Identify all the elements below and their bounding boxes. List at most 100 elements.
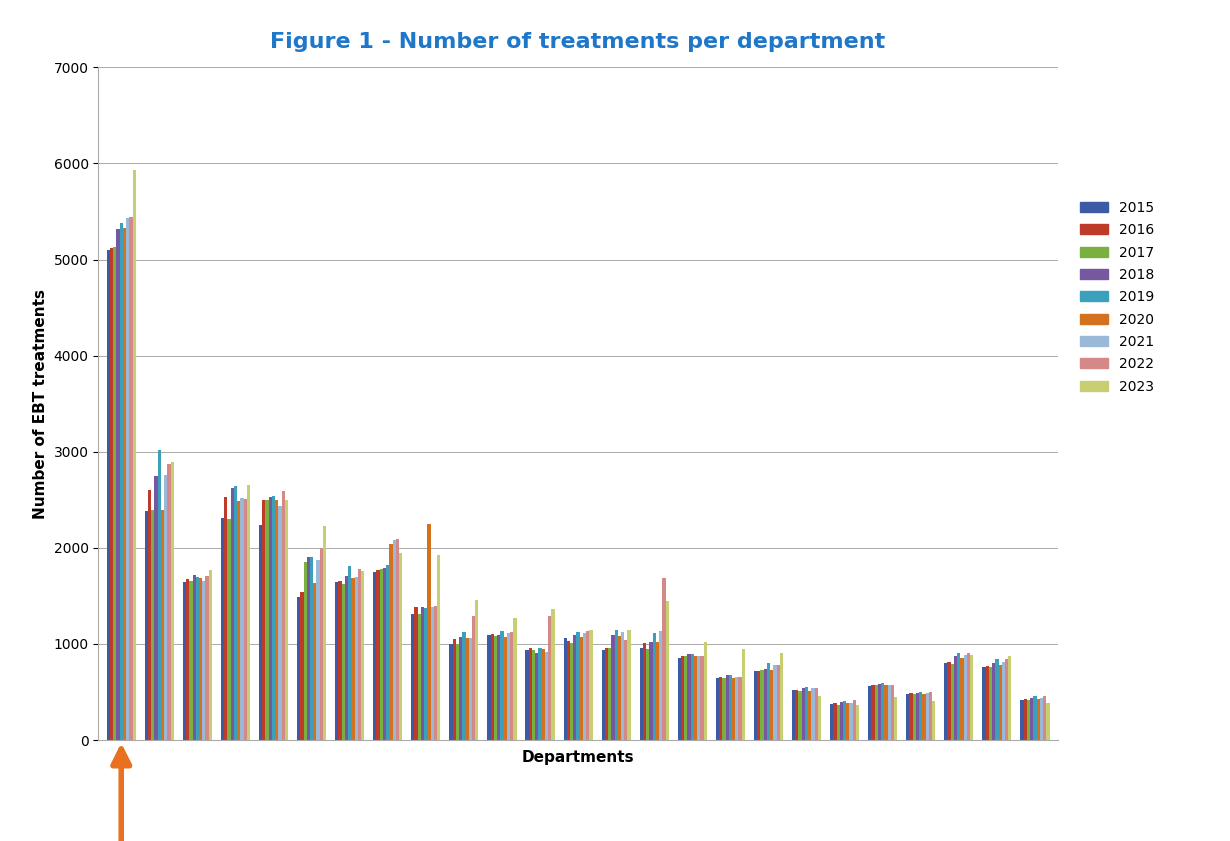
Bar — [780, 653, 784, 740]
Bar — [985, 666, 989, 740]
Bar — [1039, 698, 1043, 740]
Bar — [919, 692, 922, 740]
Bar — [684, 657, 688, 740]
Bar — [157, 450, 161, 740]
Bar — [569, 643, 573, 740]
Bar — [1030, 698, 1033, 740]
Bar — [459, 637, 462, 740]
Bar — [688, 653, 691, 740]
Bar — [167, 464, 171, 740]
Bar — [260, 525, 262, 740]
Bar — [970, 654, 973, 740]
Bar — [589, 630, 593, 740]
Bar — [1027, 700, 1030, 740]
Bar — [304, 563, 306, 740]
Bar — [573, 635, 577, 740]
Bar — [954, 657, 957, 740]
Bar — [133, 170, 135, 740]
Bar — [358, 569, 360, 740]
Bar — [541, 648, 545, 740]
Bar — [615, 630, 617, 740]
Bar — [354, 577, 358, 740]
Bar — [161, 510, 164, 740]
Bar — [716, 678, 720, 740]
Bar — [878, 685, 881, 740]
Bar — [627, 630, 631, 740]
Bar — [453, 639, 456, 740]
Bar — [738, 677, 742, 740]
Bar — [1043, 696, 1047, 740]
Bar — [846, 702, 850, 740]
Bar — [494, 637, 497, 740]
Bar — [662, 578, 665, 740]
Bar — [640, 648, 643, 740]
Bar — [760, 670, 764, 740]
Bar — [151, 510, 155, 740]
Bar — [875, 685, 878, 740]
Bar — [230, 489, 234, 740]
Bar — [196, 577, 199, 740]
Bar — [386, 565, 390, 740]
Bar — [726, 674, 728, 740]
Bar — [963, 655, 967, 740]
Bar — [951, 664, 954, 740]
Bar — [186, 579, 189, 740]
Bar — [884, 685, 888, 740]
Bar — [282, 491, 285, 740]
Bar — [697, 657, 700, 740]
Bar — [373, 572, 376, 740]
Bar — [411, 614, 415, 740]
Bar — [776, 665, 780, 740]
Bar — [961, 659, 963, 740]
Bar — [472, 616, 475, 740]
Bar — [766, 664, 770, 740]
Bar — [742, 648, 745, 740]
Bar — [183, 583, 186, 740]
Bar — [348, 566, 352, 740]
Bar — [310, 558, 314, 740]
Bar — [119, 223, 123, 740]
Bar — [704, 642, 707, 740]
Bar — [380, 569, 383, 740]
Bar — [475, 600, 478, 740]
Bar — [510, 632, 513, 740]
Bar — [221, 518, 224, 740]
Bar — [764, 669, 766, 740]
Bar — [656, 642, 659, 740]
Bar — [583, 633, 587, 740]
Bar — [852, 700, 856, 740]
Bar — [501, 632, 503, 740]
Bar — [390, 544, 392, 740]
Bar — [209, 570, 212, 740]
Bar — [796, 690, 798, 740]
Bar — [922, 694, 926, 740]
Bar — [871, 685, 875, 740]
Bar — [306, 558, 310, 740]
Bar — [300, 592, 304, 740]
Bar — [434, 606, 437, 740]
Bar — [881, 684, 884, 740]
Bar — [736, 677, 738, 740]
Bar — [840, 701, 843, 740]
Bar — [285, 500, 288, 740]
Bar — [967, 653, 970, 740]
Bar — [228, 519, 230, 740]
Bar — [907, 694, 909, 740]
Y-axis label: Number of EBT treatments: Number of EBT treatments — [33, 288, 48, 519]
Bar — [993, 664, 995, 740]
Bar — [601, 650, 605, 740]
Bar — [1001, 662, 1005, 740]
Bar — [916, 693, 919, 740]
Bar — [278, 505, 282, 740]
Bar — [352, 578, 354, 740]
Bar — [449, 644, 453, 740]
X-axis label: Departments: Departments — [522, 750, 635, 765]
Bar — [700, 657, 704, 740]
Bar — [424, 608, 428, 740]
Bar — [567, 641, 569, 740]
Bar — [802, 688, 804, 740]
Bar — [107, 250, 109, 740]
Bar — [189, 581, 193, 740]
Bar — [678, 659, 681, 740]
Bar — [587, 632, 589, 740]
